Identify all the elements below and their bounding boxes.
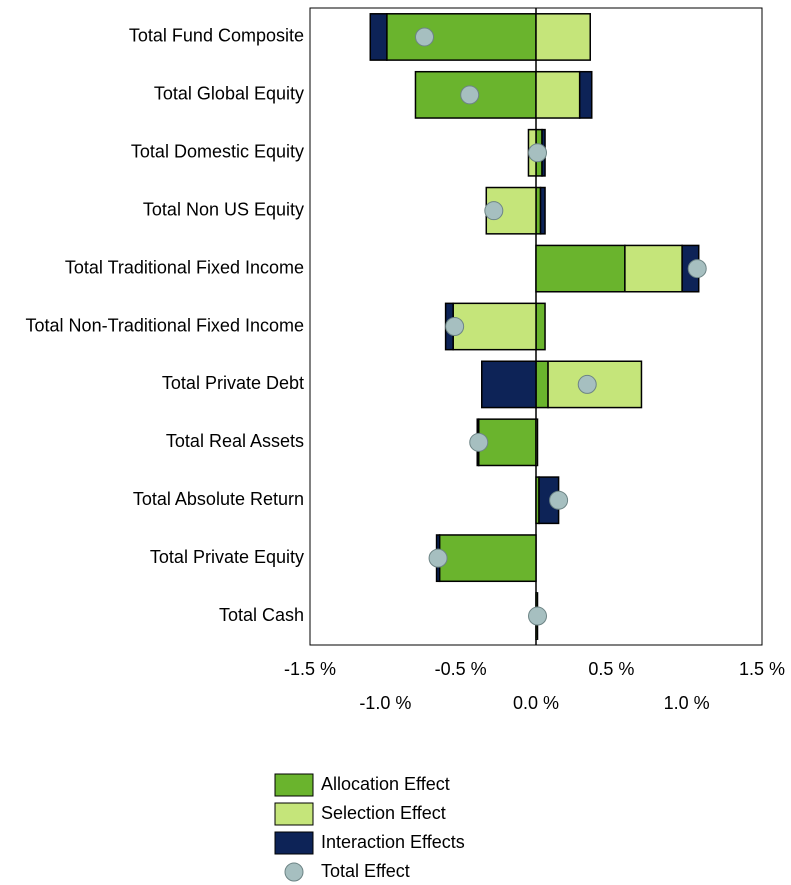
x-tick-label: -0.5 % [435,659,487,679]
bar-segment [438,534,537,583]
bar-segment [452,302,537,351]
bar-segment [386,13,537,61]
x-tick-label: 1.5 % [739,659,785,679]
y-tick-label: Total Non US Equity [143,199,304,219]
total-marker [484,201,504,221]
total-marker [445,317,465,336]
y-tick-label: Total Domestic Equity [131,142,304,162]
bar-segment [535,360,549,409]
legend-swatch [274,831,314,855]
bar-segment [535,70,581,119]
y-tick-label: Total Global Equity [154,84,304,104]
y-tick-label: Total Traditional Fixed Income [65,257,304,277]
legend-swatch [274,773,314,797]
bar-segment [481,360,537,409]
bar-segment [369,13,388,61]
x-tick-label: 0.5 % [588,659,634,679]
total-marker [460,85,480,105]
x-tick-label: -1.5 % [284,659,336,679]
legend-label: Selection Effect [321,803,446,823]
legend-swatch [274,802,314,826]
bar-segment [535,13,591,61]
total-marker [415,27,435,47]
total-marker [428,548,448,568]
y-tick-label: Total Non-Traditional Fixed Income [26,315,304,335]
y-tick-label: Total Absolute Return [133,489,304,509]
y-tick-label: Total Private Equity [150,547,304,567]
x-tick-label: 0.0 % [513,693,559,713]
total-marker [528,606,548,626]
bar-segment [535,418,539,467]
total-marker [687,259,707,279]
y-tick-label: Total Fund Composite [129,26,304,46]
total-marker [528,143,548,163]
y-tick-label: Total Cash [219,605,304,625]
x-tick-label: 1.0 % [664,693,710,713]
legend-marker [284,862,304,882]
bar-segment [539,186,546,235]
bar-segment [535,244,626,293]
y-tick-label: Total Private Debt [162,373,304,393]
x-tick-label: -1.0 % [359,693,411,713]
bar-segment [624,244,683,293]
total-marker [549,490,569,510]
y-tick-label: Total Real Assets [166,431,304,451]
total-marker [469,432,489,452]
total-marker [577,374,597,394]
legend-label: Interaction Effects [321,832,465,852]
bar-segment [578,70,593,119]
bar-segment [535,302,546,351]
legend-label: Allocation Effect [321,774,450,794]
legend-label: Total Effect [321,861,410,881]
